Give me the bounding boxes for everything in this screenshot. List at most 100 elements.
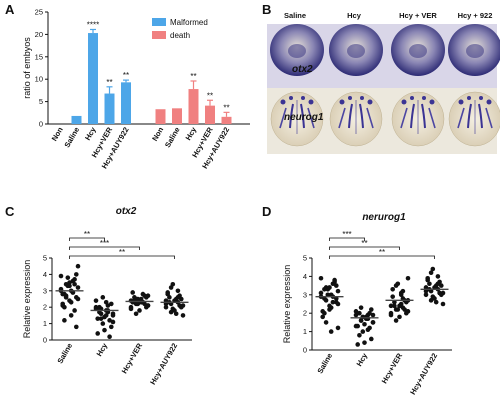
data-point (72, 308, 77, 313)
bar-malformed (104, 93, 115, 124)
neurog1-stripe (289, 103, 294, 129)
data-point (395, 281, 401, 287)
data-point (353, 323, 359, 329)
x-tick-label: Hcy+AUY922 (408, 352, 439, 397)
chart-c: otx2 0 1 2 3 4 5 Relative expression Saline Hcy Hc… (22, 206, 192, 386)
in-situ-image-panel: Saline Hcy Hcy + VER Hcy + 922 otx2 neur… (267, 11, 500, 154)
significance-label: ** (379, 248, 385, 257)
significance-bracket (69, 255, 175, 259)
data-point (74, 324, 79, 330)
x-tick-label: Hcy+VER (380, 351, 405, 385)
data-point (103, 313, 109, 318)
significance-label: ** (207, 91, 213, 100)
data-point (365, 327, 371, 333)
neurog1-spot (348, 96, 352, 100)
data-point (72, 281, 77, 287)
significance-bracket (69, 237, 105, 241)
chart-d: nerurog1 0 1 2 3 4 5 Relative expression Saline H… (282, 212, 452, 396)
neurog1-stripe (366, 107, 374, 129)
bar-malformed (88, 33, 98, 124)
data-point (397, 303, 402, 309)
data-point (369, 307, 374, 312)
data-point (335, 325, 341, 331)
data-point (180, 313, 186, 318)
data-point (353, 312, 359, 318)
data-point (93, 298, 99, 303)
neurog1-spot (422, 96, 426, 100)
data-point (172, 308, 177, 313)
otx2-stain (288, 44, 306, 58)
legend-label: Malformed (170, 18, 208, 27)
data-point (355, 342, 361, 347)
significance-label: ** (190, 72, 196, 81)
bar-death (172, 108, 182, 124)
data-point (402, 307, 407, 312)
significance-label: ** (123, 71, 129, 80)
embryo-images (267, 24, 500, 154)
neurog1-spot (479, 96, 483, 100)
chart-title: otx2 (116, 206, 137, 217)
data-point (135, 301, 141, 307)
data-point (165, 290, 170, 295)
data-point (430, 266, 436, 272)
data-point (130, 290, 135, 295)
neurog1-stripe (410, 103, 415, 129)
condition-label-hcy-ver: Hcy + VER (399, 11, 437, 20)
x-tick-label: Saline (163, 126, 182, 150)
data-point (362, 321, 367, 327)
y-tick-label: 5 (303, 254, 307, 263)
data-point (133, 311, 139, 317)
data-point (102, 327, 107, 333)
data-point (170, 281, 176, 287)
data-point (107, 334, 112, 340)
data-point (179, 296, 184, 302)
significance-label: ** (106, 78, 112, 87)
neurog1-stripe (457, 107, 465, 129)
data-point (68, 313, 74, 318)
data-point (370, 312, 376, 318)
data-point (427, 281, 432, 287)
data-point (100, 295, 106, 300)
data-point (135, 296, 141, 302)
significance-label: *** (342, 230, 351, 239)
data-point (425, 275, 431, 281)
significance-bracket (329, 246, 400, 250)
bar-death (155, 109, 166, 124)
significance-label: ** (119, 248, 125, 257)
data-point (369, 336, 374, 342)
data-point (95, 331, 100, 336)
data-point (140, 299, 146, 305)
data-point (322, 310, 327, 316)
neurog1-stripe (307, 107, 315, 129)
data-point (93, 304, 99, 310)
panel-letter-a: A (5, 2, 15, 17)
neurog1-spot (339, 99, 345, 105)
data-point (318, 275, 324, 281)
x-tick-label: Hcy (355, 351, 370, 368)
y-tick-label: 2 (303, 309, 307, 318)
y-tick-label: 3 (303, 290, 307, 299)
panel-letter-b: B (262, 2, 271, 17)
data-point (392, 303, 397, 309)
data-point (335, 301, 341, 307)
neurog1-spot (360, 96, 364, 100)
data-point (60, 291, 65, 297)
y-tick-label: 1 (43, 319, 47, 328)
data-point (358, 305, 364, 310)
significance-bracket (69, 246, 140, 250)
data-point (110, 311, 116, 317)
data-point (334, 283, 339, 288)
panel-letter-c: C (5, 204, 15, 219)
data-point (327, 285, 332, 290)
data-point (357, 310, 362, 316)
data-point (74, 272, 79, 277)
x-tick-label: Hcy (184, 125, 199, 142)
data-point (328, 329, 334, 334)
neurog1-stripe (348, 103, 353, 129)
neurog1-stripe (279, 107, 287, 129)
data-point (332, 277, 337, 283)
data-point (428, 298, 434, 303)
neurog1-stripe (421, 103, 426, 129)
bar-malformed (71, 115, 82, 124)
data-point (353, 309, 359, 314)
